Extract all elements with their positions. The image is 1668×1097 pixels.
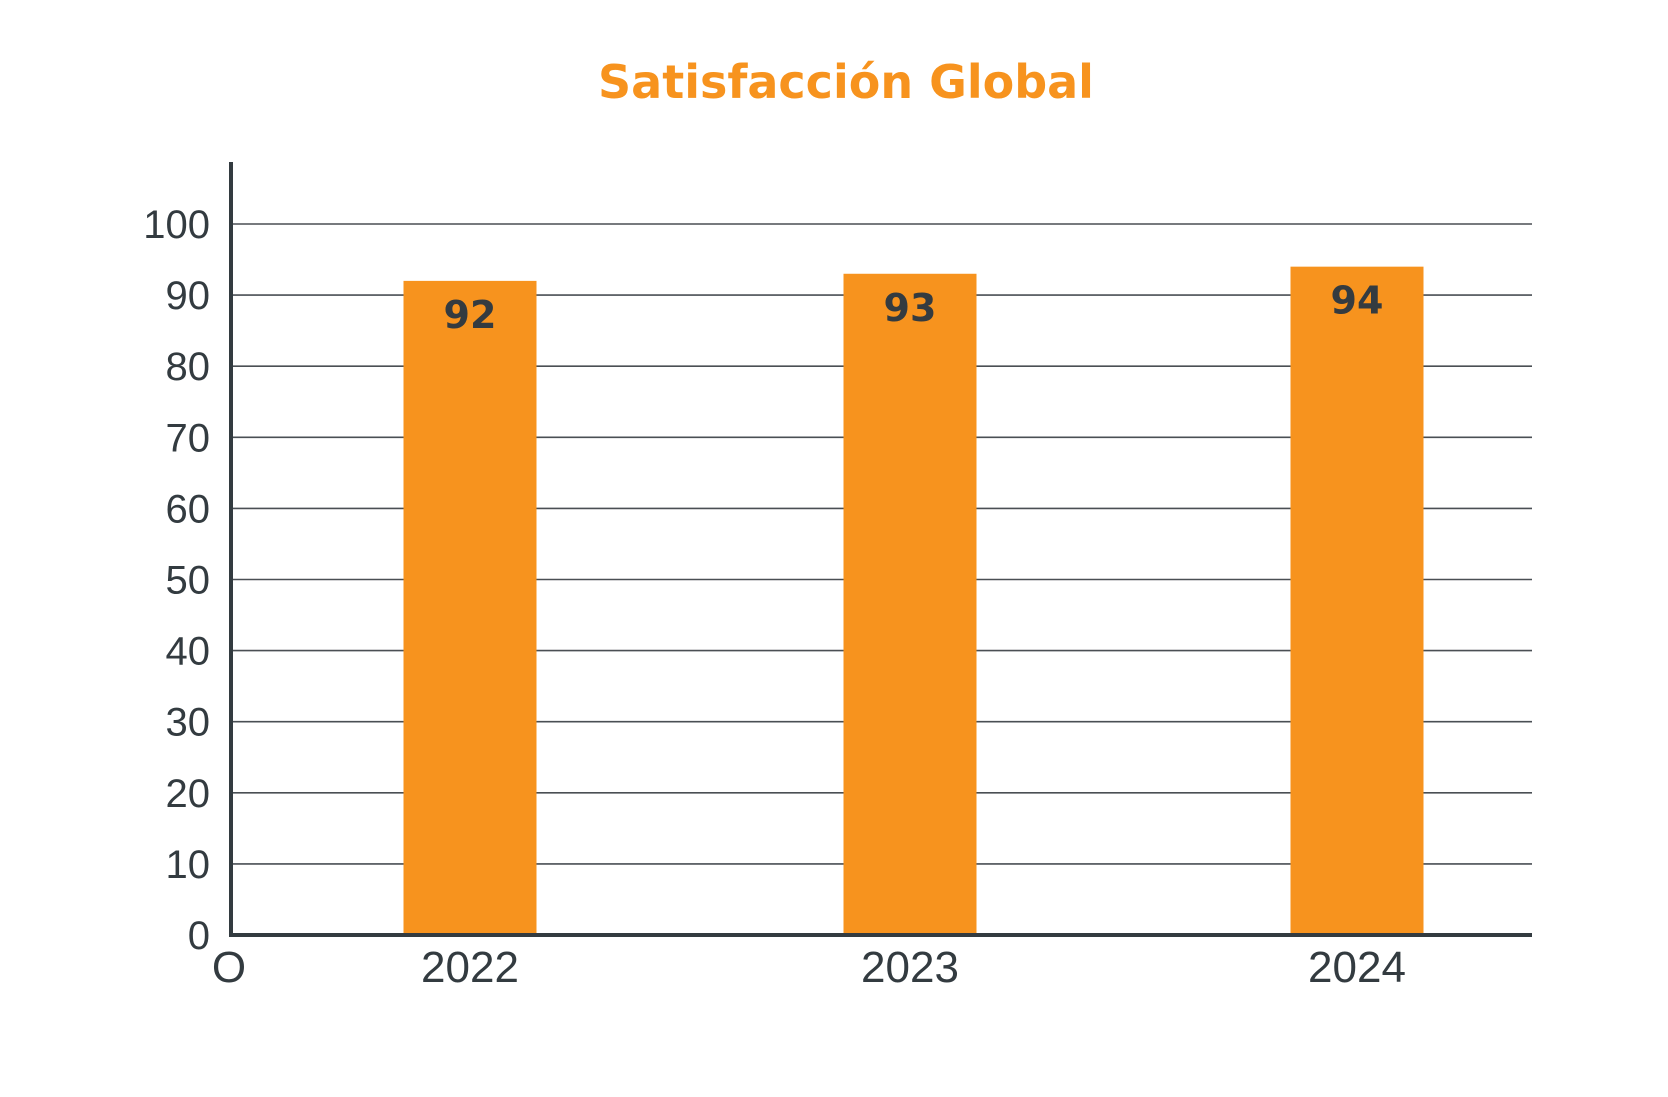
- data-labels: 92 93 94: [444, 279, 1384, 337]
- data-label: 94: [1331, 279, 1384, 323]
- x-tick-label: 2023: [861, 943, 959, 992]
- bars: [403, 266, 1424, 935]
- x-origin-label: O: [212, 943, 246, 992]
- data-label: 92: [444, 293, 497, 337]
- y-tick-label: 90: [166, 274, 211, 318]
- y-tick-label: 10: [166, 843, 211, 887]
- y-tick-label: 40: [166, 630, 211, 674]
- y-tick-label: 50: [166, 559, 211, 603]
- x-tick-labels: O 2022 2023 2024: [212, 943, 1406, 992]
- chart-title: Satisfacción Global: [598, 55, 1094, 109]
- axes: [229, 162, 1532, 937]
- x-tick-label: 2022: [421, 943, 519, 992]
- y-tick-label: 60: [166, 487, 211, 531]
- y-tick-label: 0: [188, 914, 210, 958]
- y-tick-label: 70: [166, 416, 211, 460]
- y-tick-label: 100: [143, 203, 210, 247]
- y-tick-label: 20: [166, 772, 211, 816]
- y-tick-label: 30: [166, 701, 211, 745]
- data-label: 93: [884, 286, 937, 330]
- y-tick-label: 80: [166, 345, 211, 389]
- bar-2024: [1290, 266, 1424, 935]
- y-tick-labels: 0 10 20 30 40 50 60 70 80 90 100: [143, 203, 210, 958]
- x-tick-label: 2024: [1308, 943, 1406, 992]
- bar-2022: [403, 280, 537, 935]
- bar-2023: [843, 273, 977, 935]
